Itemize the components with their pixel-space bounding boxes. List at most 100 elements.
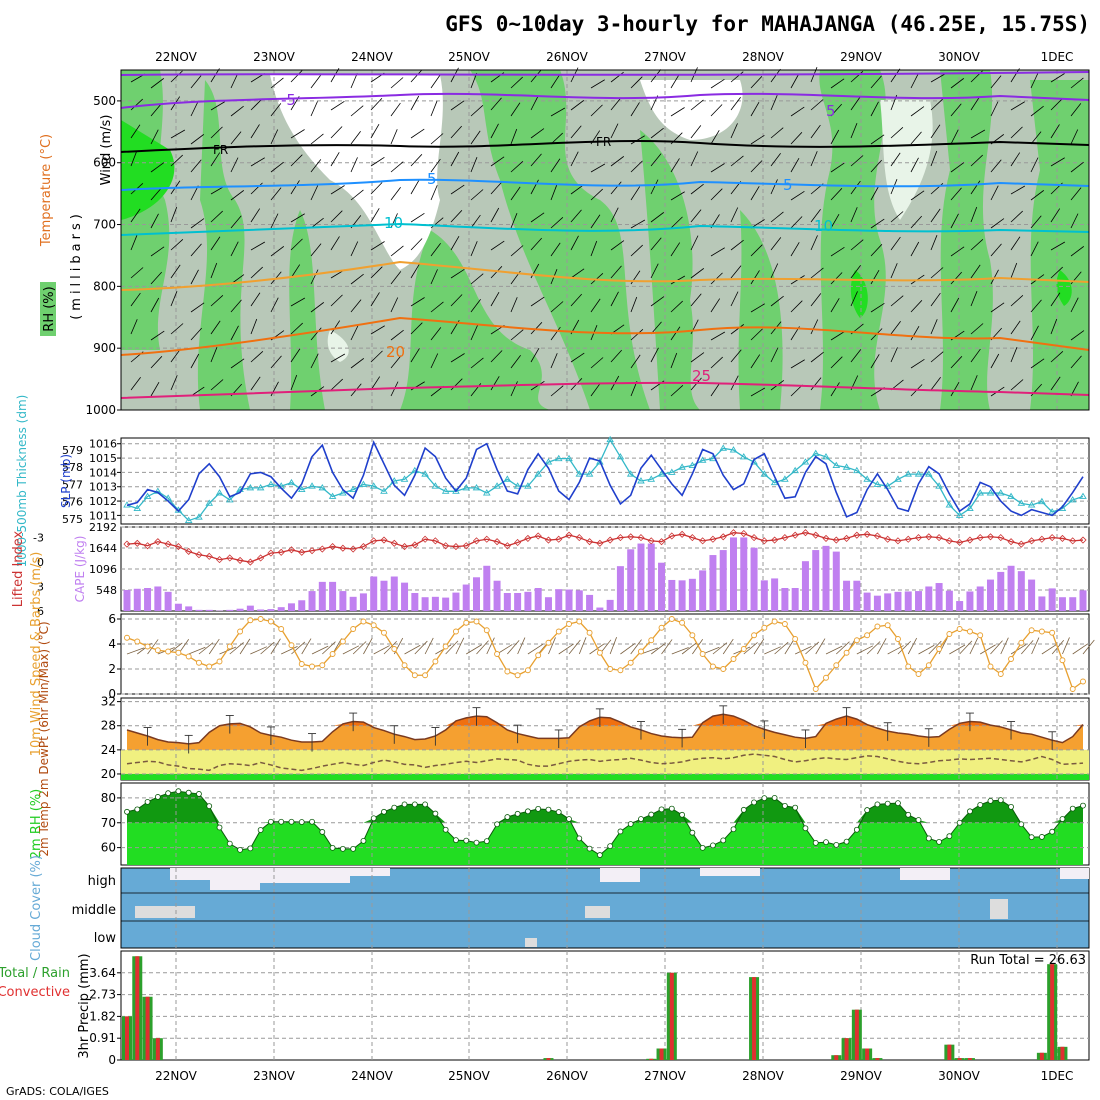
contour-plus5 <box>120 178 1090 191</box>
li-marker <box>678 530 686 538</box>
date-axis-bottom: 22NOV 23NOV 24NOV 25NOV 26NOV 27NOV 28NOV 29NOV… <box>155 1069 1073 1083</box>
thickness-marker <box>287 478 296 486</box>
cape-bar <box>966 591 974 611</box>
wind-marker <box>689 632 696 639</box>
middle-cloud-gap <box>585 906 610 918</box>
wind-marker <box>535 652 542 659</box>
cape-bar <box>164 591 172 611</box>
wind-barb <box>310 243 322 257</box>
li-marker <box>781 534 789 542</box>
li-marker <box>637 534 645 542</box>
wind-marker <box>771 618 778 625</box>
rh2m-marker <box>946 833 953 840</box>
wind-barb <box>890 347 898 363</box>
li-marker <box>462 542 470 550</box>
wind-barb <box>510 213 518 229</box>
thickness-marker <box>431 482 440 489</box>
rh2m-marker <box>185 789 192 796</box>
cloud-gaps <box>121 868 1089 947</box>
wind-barb <box>470 214 481 229</box>
wind-marker <box>833 662 840 669</box>
wind-barb <box>550 74 561 89</box>
wind-barb <box>150 213 159 229</box>
cloud-panel: high middle low Cloud Cover (%) <box>29 855 1090 961</box>
rh2m-marker <box>710 842 716 849</box>
wind-marker <box>1018 639 1025 646</box>
wind-barb <box>383 640 398 655</box>
wind-marker <box>1028 627 1035 634</box>
thickness-marker <box>647 475 656 482</box>
cape-bar <box>565 589 573 611</box>
cape-bar <box>359 593 367 611</box>
rh2m-marker <box>853 826 860 833</box>
wind-barb <box>150 297 160 313</box>
wind-barb <box>450 100 465 111</box>
cape-bar <box>699 570 707 611</box>
wind-barb <box>1070 330 1085 341</box>
thickness-marker <box>719 444 728 451</box>
wind-barb <box>570 268 585 279</box>
wind-barb <box>1070 297 1079 313</box>
rh2m-marker <box>802 825 809 832</box>
precip-bars <box>122 956 1068 1060</box>
wind-marker <box>360 618 367 625</box>
cape-bar <box>339 591 347 611</box>
axis-tick-label: 80 <box>101 791 116 805</box>
cape-bar <box>616 566 624 611</box>
wind-barb <box>568 639 581 655</box>
wind-barb <box>170 129 186 139</box>
thickness-marker <box>760 470 769 477</box>
rh2m-marker <box>1018 821 1025 828</box>
li-marker <box>801 529 810 537</box>
wind-barb <box>170 291 178 307</box>
wind-barb <box>870 185 880 201</box>
temperature-contours <box>120 71 1090 399</box>
thickness-marker <box>966 504 974 511</box>
wind-barb <box>550 301 564 313</box>
wind-marker <box>627 659 634 666</box>
wind-barb <box>590 240 598 257</box>
li-marker <box>1069 537 1077 545</box>
wind-barb <box>470 241 478 257</box>
cape-bar <box>473 577 481 611</box>
wind-barb <box>330 100 345 111</box>
wind-barb <box>530 69 542 83</box>
wind-barb <box>590 214 601 229</box>
wind-marker <box>946 631 953 637</box>
wind-barb <box>630 296 638 313</box>
wind-barb <box>230 157 239 173</box>
contour-plus10 <box>120 222 1090 236</box>
thickness-marker <box>503 475 512 482</box>
wind-marker <box>545 639 552 646</box>
wind-barb <box>784 638 795 655</box>
wind-barb <box>490 181 503 195</box>
wind-barb <box>1070 103 1082 117</box>
axis-tick-label: 1011 <box>89 509 117 522</box>
thickness-marker <box>596 458 604 465</box>
wind-marker <box>175 649 182 656</box>
wind-barb <box>404 644 421 655</box>
rh2m-marker <box>730 826 737 833</box>
wind-barb <box>210 126 223 139</box>
contour-plus15 <box>120 260 1090 291</box>
wind-marker <box>442 643 449 650</box>
wind-barb <box>350 130 361 145</box>
wind-barb <box>470 273 484 285</box>
thickness-marker <box>698 456 707 463</box>
wind-barb <box>764 646 781 655</box>
wind-barb <box>730 96 741 111</box>
thickness-marker <box>873 480 882 487</box>
wind-barb <box>790 73 800 89</box>
wind-barb <box>690 352 705 363</box>
slp-line <box>126 440 1084 518</box>
wind-marker <box>751 632 758 639</box>
wind-marker <box>668 616 675 622</box>
wind-barb <box>1010 185 1026 195</box>
axis-tick-label: 600 <box>93 156 116 170</box>
wind-barb <box>990 243 1002 257</box>
wind-barb <box>490 97 502 111</box>
wind-barb <box>790 190 805 201</box>
wind-barb <box>770 237 782 251</box>
wind-barb <box>907 637 918 655</box>
li-marker <box>853 531 861 539</box>
